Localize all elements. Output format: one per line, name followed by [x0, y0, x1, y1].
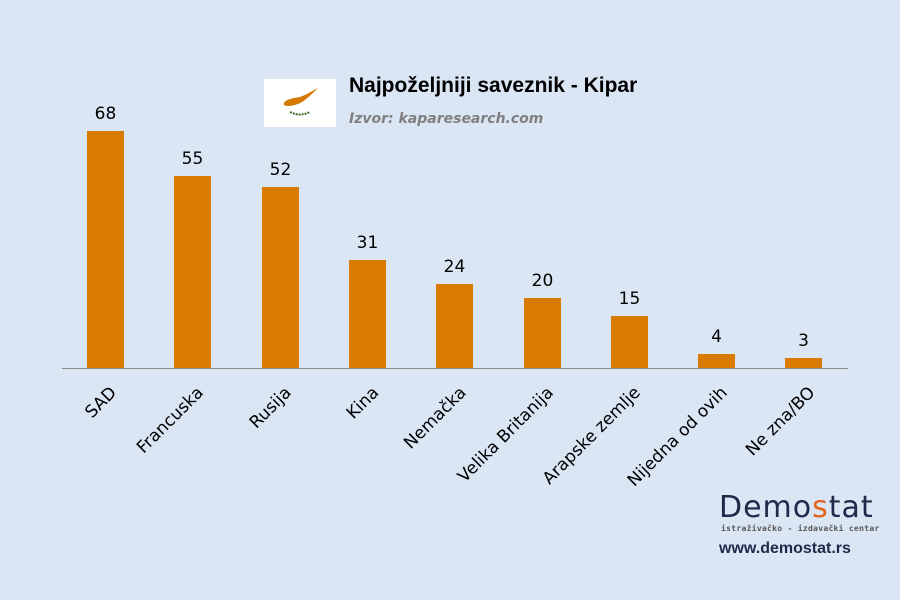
category-label: Francuska [132, 382, 208, 458]
bar [262, 187, 299, 368]
bar [87, 131, 124, 368]
category-label: Rusija [245, 382, 296, 433]
chart-source: Izvor: kaparesearch.com [349, 111, 544, 127]
value-label: 52 [269, 160, 292, 180]
value-label: 15 [618, 289, 641, 309]
bar [349, 260, 386, 368]
demostat-logo: Demostat [719, 490, 874, 525]
x-axis-line [62, 368, 848, 369]
logo-accent: s [812, 490, 829, 525]
bar [611, 316, 648, 368]
bar [785, 358, 822, 368]
category-label: SAD [80, 382, 121, 423]
value-label: 24 [443, 257, 466, 277]
bar [174, 176, 211, 368]
logo-part: tat [828, 490, 874, 525]
value-label: 31 [356, 233, 379, 253]
value-label: 55 [181, 149, 204, 169]
value-label: 3 [798, 331, 809, 351]
chart-title: Najpoželjniji saveznik - Kipar [349, 74, 638, 97]
value-label: 20 [531, 271, 554, 291]
category-label: Nemačka [399, 382, 471, 454]
website-link[interactable]: www.demostat.rs [719, 540, 851, 557]
category-label: Ne zna/BO [741, 382, 819, 461]
logo-tagline: istraživačko - izdavački centar [721, 524, 880, 533]
category-label: Kina [342, 382, 383, 424]
logo-part: Demo [719, 490, 813, 525]
value-label: 4 [711, 327, 722, 347]
bar [698, 354, 735, 368]
value-label: 68 [94, 104, 117, 124]
bar [524, 298, 561, 368]
bar [436, 284, 473, 368]
cyprus-flag-icon [264, 79, 336, 127]
